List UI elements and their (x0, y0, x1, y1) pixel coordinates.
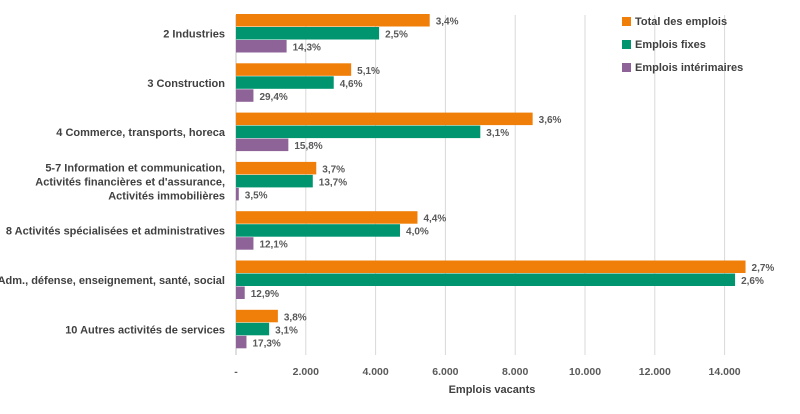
data-label: 14,3% (293, 43, 321, 54)
bar-emplois-fixes (236, 27, 380, 40)
data-label: 4,6% (340, 79, 363, 90)
data-label: 12,1% (259, 240, 287, 251)
data-label: 15,8% (294, 141, 322, 152)
bar-emplois-fixes (236, 174, 313, 188)
data-label: 3,7% (322, 164, 345, 175)
data-label: 13,7% (319, 177, 347, 188)
category-label: 2 Industries (163, 29, 225, 41)
bar-emplois-fixes (236, 76, 334, 89)
data-label: 3,1% (275, 325, 298, 336)
bar-total-des-emplois (236, 260, 746, 273)
data-label: 3,5% (245, 190, 268, 201)
category-label: 4 Commerce, transports, horeca (56, 127, 226, 139)
bar-emplois-int-rimaires (236, 237, 254, 250)
x-tick-label: 8.000 (502, 366, 528, 378)
category-label: 8 Activités spécialisées et administrati… (6, 226, 225, 238)
x-tick-label: - (234, 366, 238, 378)
bar-total-des-emplois (236, 112, 533, 126)
bar-emplois-int-rimaires (236, 286, 245, 299)
category-label: 9 Adm., défense, enseignement, santé, so… (0, 275, 225, 287)
data-label: 17,3% (252, 338, 280, 349)
x-tick-label: 14.000 (709, 366, 741, 378)
bar-total-des-emplois (236, 14, 430, 27)
bar-emplois-fixes (236, 224, 401, 237)
category-label: 3 Construction (147, 78, 225, 90)
data-label: 3,1% (486, 128, 509, 139)
data-label: 3,8% (284, 312, 307, 323)
legend-label: Total des emplois (635, 16, 727, 28)
x-tick-label: 4.000 (362, 366, 388, 378)
bar-emplois-int-rimaires (236, 138, 289, 152)
legend-swatch (622, 40, 631, 49)
bar-emplois-fixes (236, 322, 270, 336)
data-label: 29,4% (259, 92, 287, 103)
data-label: 3,4% (436, 17, 459, 28)
category-label: 5-7 Information et communication, (45, 162, 225, 174)
legend-label: Emplois fixes (635, 39, 706, 51)
bar-emplois-int-rimaires (236, 40, 287, 53)
legend-swatch (622, 17, 631, 26)
x-tick-label: 10.000 (569, 366, 601, 378)
x-tick-label: 6.000 (432, 366, 458, 378)
data-label: 5,1% (357, 66, 380, 77)
x-axis-title: Emplois vacants (449, 384, 536, 396)
category-label: 10 Autres activités de services (65, 324, 225, 336)
category-label: Activités financières et d'assurance, (35, 176, 225, 188)
bar-total-des-emplois (236, 63, 352, 76)
bar-total-des-emplois (236, 161, 317, 175)
data-label: 3,6% (539, 115, 562, 126)
bar-emplois-fixes (236, 125, 481, 139)
data-label: 4,4% (423, 214, 446, 225)
data-label: 2,5% (385, 30, 408, 41)
legend-label: Emplois intérimaires (635, 62, 743, 74)
legend-swatch (622, 63, 631, 72)
bar-emplois-int-rimaires (236, 89, 254, 102)
bar-emplois-int-rimaires (236, 187, 239, 201)
bar-emplois-int-rimaires (236, 335, 247, 349)
x-tick-label: 2.000 (293, 366, 319, 378)
data-label: 12,9% (251, 289, 279, 300)
bar-emplois-fixes (236, 273, 736, 286)
data-label: 2,6% (741, 276, 764, 287)
x-tick-label: 12.000 (639, 366, 671, 378)
bar-total-des-emplois (236, 309, 278, 323)
data-label: 4,0% (406, 227, 429, 238)
bar-total-des-emplois (236, 211, 418, 224)
data-label: 2,7% (752, 263, 775, 274)
category-label: Activités immobilières (108, 190, 225, 202)
